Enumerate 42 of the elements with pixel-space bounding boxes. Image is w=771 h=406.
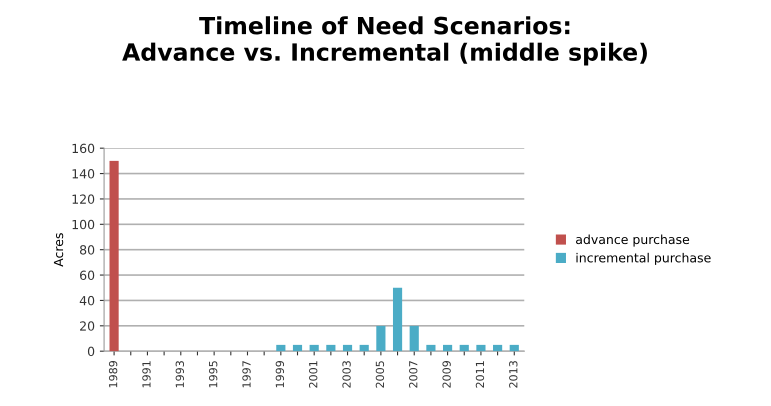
y-tick-label: 160: [72, 144, 94, 154]
x-tick-label: 2007: [409, 361, 418, 388]
bar: [326, 344, 336, 352]
bar: [376, 326, 386, 352]
x-tick-label: 1997: [242, 361, 251, 388]
bar: [292, 344, 302, 352]
x-tick-label: 1995: [208, 361, 218, 388]
bar: [410, 326, 419, 352]
x-tick-label: 1991: [142, 361, 151, 388]
y-tick-label: 140: [72, 169, 94, 178]
x-tick-label: 1989: [108, 361, 118, 388]
bar: [360, 344, 369, 352]
x-tick-label: 2013: [509, 361, 518, 388]
x-tick-label: 1993: [176, 361, 184, 388]
bar: [510, 344, 519, 352]
y-tick-label: 120: [72, 194, 94, 204]
y-tick-label: 0: [88, 346, 94, 356]
bar: [342, 344, 352, 352]
y-tick-label: 80: [80, 245, 94, 255]
x-tick-label: 2001: [309, 361, 318, 388]
y-tick-label: 60: [80, 270, 94, 280]
y-tick-label: 40: [80, 296, 94, 306]
bar: [276, 344, 286, 352]
bar: [110, 160, 119, 352]
x-tick-label: 1999: [276, 361, 284, 388]
x-tick-label: 2005: [376, 361, 384, 388]
x-tick-label: 2011: [476, 361, 484, 388]
bar: [426, 344, 436, 352]
legend-label: incremental purchase: [576, 252, 711, 265]
y-tick-label: 20: [80, 321, 94, 331]
x-tick-label: 2003: [342, 361, 351, 388]
chart-title: Timeline of Need Scenarios: Advance vs. Incremental (middle spike): [122, 16, 647, 66]
bar: [476, 344, 486, 352]
y-axis-title: Acres: [54, 233, 64, 267]
bar: [392, 288, 402, 352]
bar: [442, 344, 452, 352]
legend-label: advance purchase: [576, 234, 690, 247]
y-tick-label: 100: [72, 220, 94, 230]
bar: [310, 344, 319, 352]
bar: [493, 344, 502, 352]
x-tick-label: 2009: [442, 361, 451, 388]
bar: [460, 344, 469, 352]
